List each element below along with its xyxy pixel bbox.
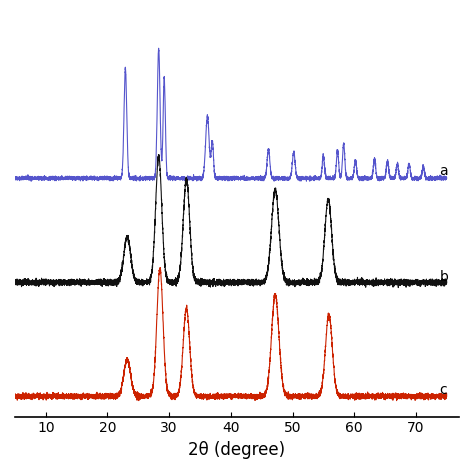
Text: b: b — [439, 270, 448, 284]
Text: a: a — [439, 164, 448, 178]
X-axis label: 2θ (degree): 2θ (degree) — [189, 441, 285, 459]
Text: c: c — [439, 383, 447, 397]
